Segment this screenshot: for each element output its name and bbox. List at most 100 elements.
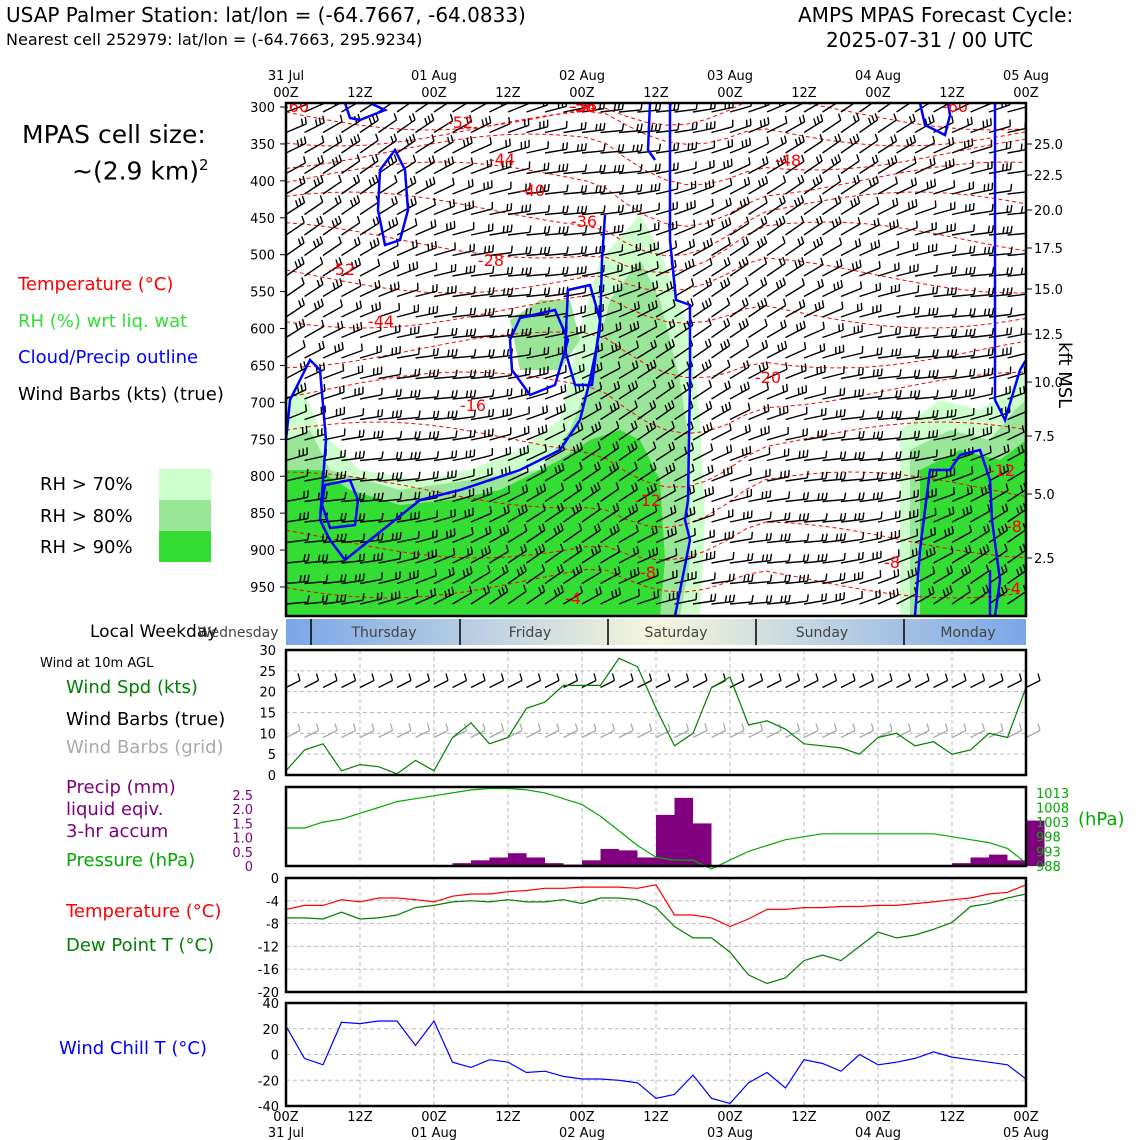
wind-barb [452, 286, 476, 298]
wind-barb [896, 528, 919, 544]
wind-barb [359, 154, 379, 175]
wind-barb [452, 157, 474, 175]
pressure-tick-label: 850 [250, 507, 275, 522]
wind-barb [970, 161, 993, 175]
wind-barb [378, 175, 398, 195]
page-subtitle: Nearest cell 252979: lat/lon = (-64.7663… [6, 30, 423, 49]
wind-barb [785, 491, 810, 503]
wind-barb [803, 364, 826, 380]
surface-wind-barb [544, 723, 560, 739]
wind-barb [322, 594, 347, 605]
height-tick-label: 25.0 [1034, 138, 1063, 153]
precip-bar [989, 854, 1008, 866]
wind-barb [544, 205, 569, 216]
wind-barb [396, 218, 418, 236]
wind-barb [286, 236, 305, 257]
wind-barb [286, 340, 306, 359]
pressure-tick-label: 450 [250, 212, 275, 227]
surface-wind-barb [970, 673, 986, 689]
wind-barb [951, 564, 972, 585]
wind-barb [729, 467, 752, 482]
weekday-name: Friday [509, 625, 551, 641]
cycle-time: 2025-07-31 / 00 UTC [826, 28, 1034, 52]
wind-barb [877, 451, 902, 462]
wind-barb [396, 451, 421, 462]
surface-wind-barb [304, 673, 320, 689]
wind-barb [896, 306, 920, 318]
wind-barb [970, 204, 994, 216]
wind-barb [803, 407, 827, 421]
wind-barb [692, 318, 712, 339]
wind-barb [674, 180, 697, 195]
wind-barb [489, 181, 512, 195]
wind-barb [452, 103, 469, 113]
temperature-contour [286, 191, 1026, 257]
surface-wind-barb [618, 673, 634, 689]
wind-barb [415, 549, 438, 564]
wind-barb [729, 196, 750, 216]
wind-barb [415, 348, 439, 359]
surface-wind-barb [452, 673, 468, 689]
wind-barb [581, 523, 601, 544]
wind-barb [877, 389, 902, 400]
wind-barb [748, 361, 769, 380]
legend-cloud: Cloud/Precip outline [18, 347, 199, 368]
wind-barb [766, 594, 791, 605]
precip-bar [674, 797, 693, 866]
wind-barb [822, 258, 843, 277]
wind-barb [637, 183, 661, 195]
wind-barb [507, 523, 528, 544]
wind-barb [396, 389, 421, 400]
wind-barb [711, 119, 734, 134]
wind-barb [637, 590, 660, 605]
wind-barb [988, 140, 1012, 154]
wind-barb [877, 283, 901, 298]
wind-barb [822, 532, 847, 544]
wind-barb [803, 321, 825, 339]
wind-barb [840, 388, 865, 400]
wind-barb [655, 505, 677, 523]
wind-barb [359, 572, 383, 585]
top-date-label: 04 Aug [855, 69, 901, 84]
wind-barb [433, 586, 455, 605]
wind-barb [803, 195, 823, 216]
top-hour-label: 00Z [1013, 86, 1039, 101]
wind-barb [286, 447, 308, 462]
bottom-hour-label: 12Z [939, 1110, 965, 1125]
wind-barb [507, 484, 529, 503]
height-tick-label: 7.5 [1034, 430, 1055, 445]
top-hour-label: 12Z [939, 86, 965, 101]
wind-barb [526, 366, 549, 380]
wind-barb [988, 183, 1013, 195]
wind-barb [563, 164, 588, 175]
wind-barb [341, 279, 362, 298]
wind-barb [341, 103, 359, 113]
wind-barb [970, 307, 995, 318]
wind-barb [840, 103, 856, 113]
wind-barb [766, 512, 791, 523]
surface-wind-barb [507, 673, 523, 689]
surface-wind-barb [341, 723, 357, 739]
wind-barb [840, 133, 860, 154]
precip-bar [1007, 860, 1026, 866]
wind-barb [766, 256, 786, 277]
wind-barb [341, 365, 364, 380]
weekday-band-bg [286, 619, 1026, 645]
wind-barb [655, 339, 676, 359]
wind-barb [1025, 582, 1026, 584]
wind-barb [359, 216, 380, 236]
bottom-hour-label: 12Z [495, 1110, 521, 1125]
height-tick-label: 22.5 [1034, 169, 1063, 184]
wind-barb [711, 444, 733, 462]
wind-barb [933, 307, 958, 318]
wind-barb [507, 425, 530, 441]
wind-barb [470, 266, 495, 277]
wind-barb [618, 184, 643, 195]
wind-barb [822, 133, 842, 154]
height-tick-label: 15.0 [1034, 283, 1063, 298]
wind-barb [470, 328, 495, 339]
wind-barb [896, 199, 918, 216]
top-hour-label: 12Z [495, 86, 521, 101]
wind-barb [655, 526, 677, 544]
top-date-label: 31 Jul [268, 69, 304, 84]
